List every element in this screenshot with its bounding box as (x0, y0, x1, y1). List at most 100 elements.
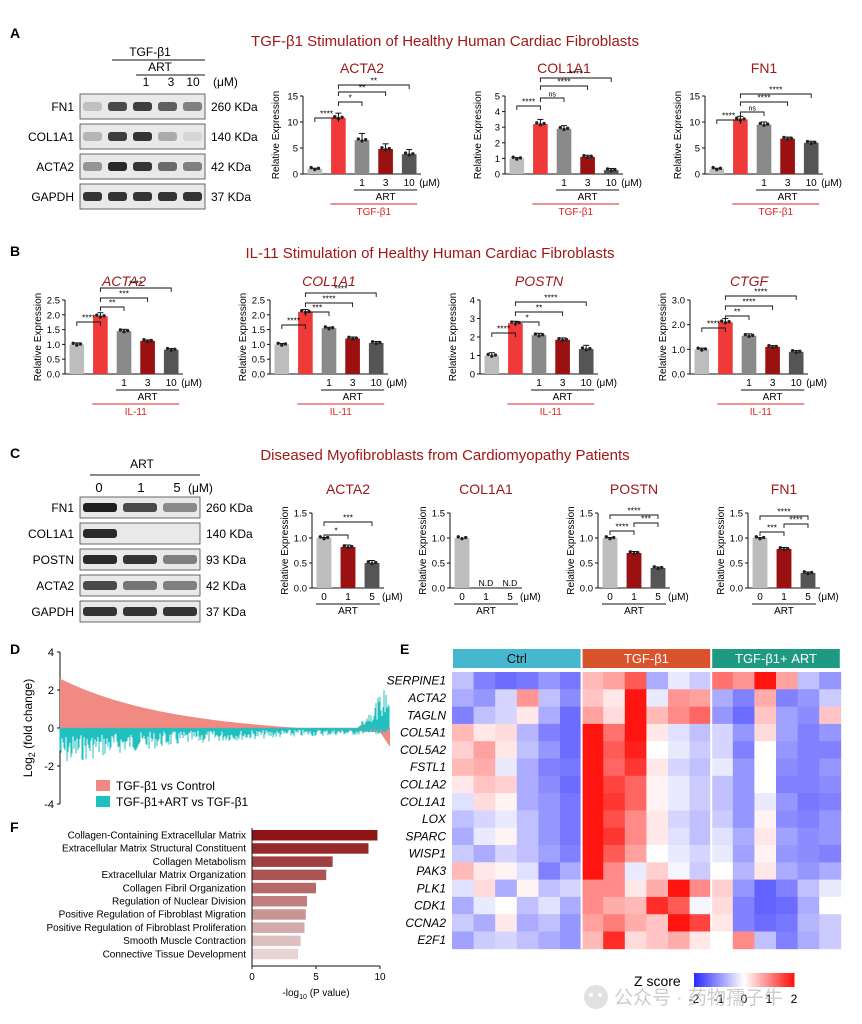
heatmap-cell (560, 723, 582, 742)
heatmap-cell (732, 758, 755, 777)
heatmap-cell (473, 896, 496, 915)
blot-a-dose-3: 3 (168, 75, 175, 89)
heatmap-cell (776, 706, 798, 725)
heatmap-cell (646, 758, 669, 777)
heatmap-cell (668, 879, 690, 898)
y-tick-label: 0.5 (580, 559, 593, 570)
heatmap-cell (776, 862, 798, 880)
data-point (802, 570, 806, 574)
blot-a-band (133, 192, 152, 201)
data-point (782, 135, 786, 140)
y-tick-label: 2 (495, 138, 500, 149)
bar (345, 338, 360, 374)
data-point (770, 345, 775, 350)
heatmap-cell (538, 879, 561, 898)
heatmap-cell (646, 931, 669, 950)
heatmap-cell (668, 810, 690, 829)
x-dose-label: 3 (585, 178, 591, 189)
significance-label: **** (742, 297, 756, 307)
y-tick-label: 5 (293, 144, 298, 155)
heatmap-cell (711, 931, 734, 950)
heatmap-cell (603, 689, 626, 707)
data-point (460, 536, 464, 541)
term-bar (252, 856, 333, 867)
bar (752, 538, 768, 588)
significance-label: ** (109, 298, 116, 308)
significance-label: **** (777, 507, 791, 517)
heatmap-cell (797, 896, 820, 915)
significance-label: **** (722, 111, 736, 121)
y-tick-label: 10 (287, 118, 298, 129)
heatmap-cell (560, 862, 582, 880)
data-point (790, 348, 795, 353)
heatmap-cell (797, 758, 820, 777)
x-unit-label: (μM) (386, 378, 407, 389)
zscore-gradient-step (758, 973, 761, 987)
y-tick-label: 0.0 (252, 370, 265, 381)
data-point (758, 536, 762, 541)
heatmap-cell (495, 827, 518, 846)
heatmap-cell (603, 723, 626, 742)
x-dose-label: 1 (761, 178, 767, 189)
significance-bracket (514, 301, 587, 306)
zscore-gradient-step (772, 973, 775, 987)
legend-label-combo: TGF-β1+ART vs TGF-β1 (116, 795, 248, 809)
heatmap-cell (452, 914, 474, 932)
term-label: Collagen-Containing Extracellular Matrix (68, 831, 246, 842)
heatmap-cell (603, 845, 626, 863)
heatmap-row-label: TAGLN (407, 708, 446, 722)
term-label: Regulation of Nuclear Division (112, 897, 246, 908)
x-unit-label: (μM) (668, 592, 689, 603)
x-dose-label: 10 (791, 378, 803, 389)
data-point (789, 136, 793, 140)
significance-bracket (724, 315, 750, 320)
heatmap-cell (732, 689, 755, 707)
data-point (794, 350, 798, 355)
term-bar (252, 830, 378, 841)
heatmap-cell (473, 810, 496, 829)
heatmap-cell (646, 879, 669, 898)
blot-c-band (123, 607, 157, 616)
y-tick-label: 5 (695, 144, 700, 155)
bar (555, 339, 570, 374)
zscore-gradient-step (724, 973, 727, 987)
zscore-gradient-step (708, 973, 711, 987)
heatmap-cell (711, 827, 734, 846)
significance-bracket (491, 332, 516, 337)
blot-c-band (83, 581, 117, 590)
significance-label: **** (707, 319, 721, 329)
blot-a-band (183, 192, 202, 201)
data-point (142, 338, 146, 342)
data-point (632, 551, 636, 556)
data-point (486, 352, 490, 357)
bar (508, 323, 523, 374)
heatmap-cell (776, 689, 798, 707)
data-point (636, 550, 640, 555)
heatmap-cell (516, 914, 539, 932)
chart-title: POSTN (610, 481, 658, 497)
zscore-gradient-step (776, 973, 779, 987)
zscore-gradient-step (738, 973, 741, 987)
zscore-gradient-step (742, 973, 745, 987)
heatmap-cell (516, 896, 539, 915)
bar (626, 553, 642, 588)
y-axis-label: Relative Expression (658, 293, 669, 381)
panel-e-letter: E (400, 641, 409, 657)
heatmap-cell (624, 896, 647, 915)
bar (756, 124, 772, 174)
term-label: Connective Tissue Development (103, 949, 247, 960)
heatmap-cell (603, 706, 626, 725)
heatmap-cell (754, 672, 777, 690)
significance-bracket (739, 111, 765, 116)
significance-bracket (337, 101, 363, 106)
data-point (582, 153, 586, 158)
blot-c-band (163, 607, 197, 616)
bar (140, 340, 155, 374)
heatmap-cell (603, 672, 626, 690)
bar (331, 117, 346, 174)
bar (69, 344, 85, 374)
